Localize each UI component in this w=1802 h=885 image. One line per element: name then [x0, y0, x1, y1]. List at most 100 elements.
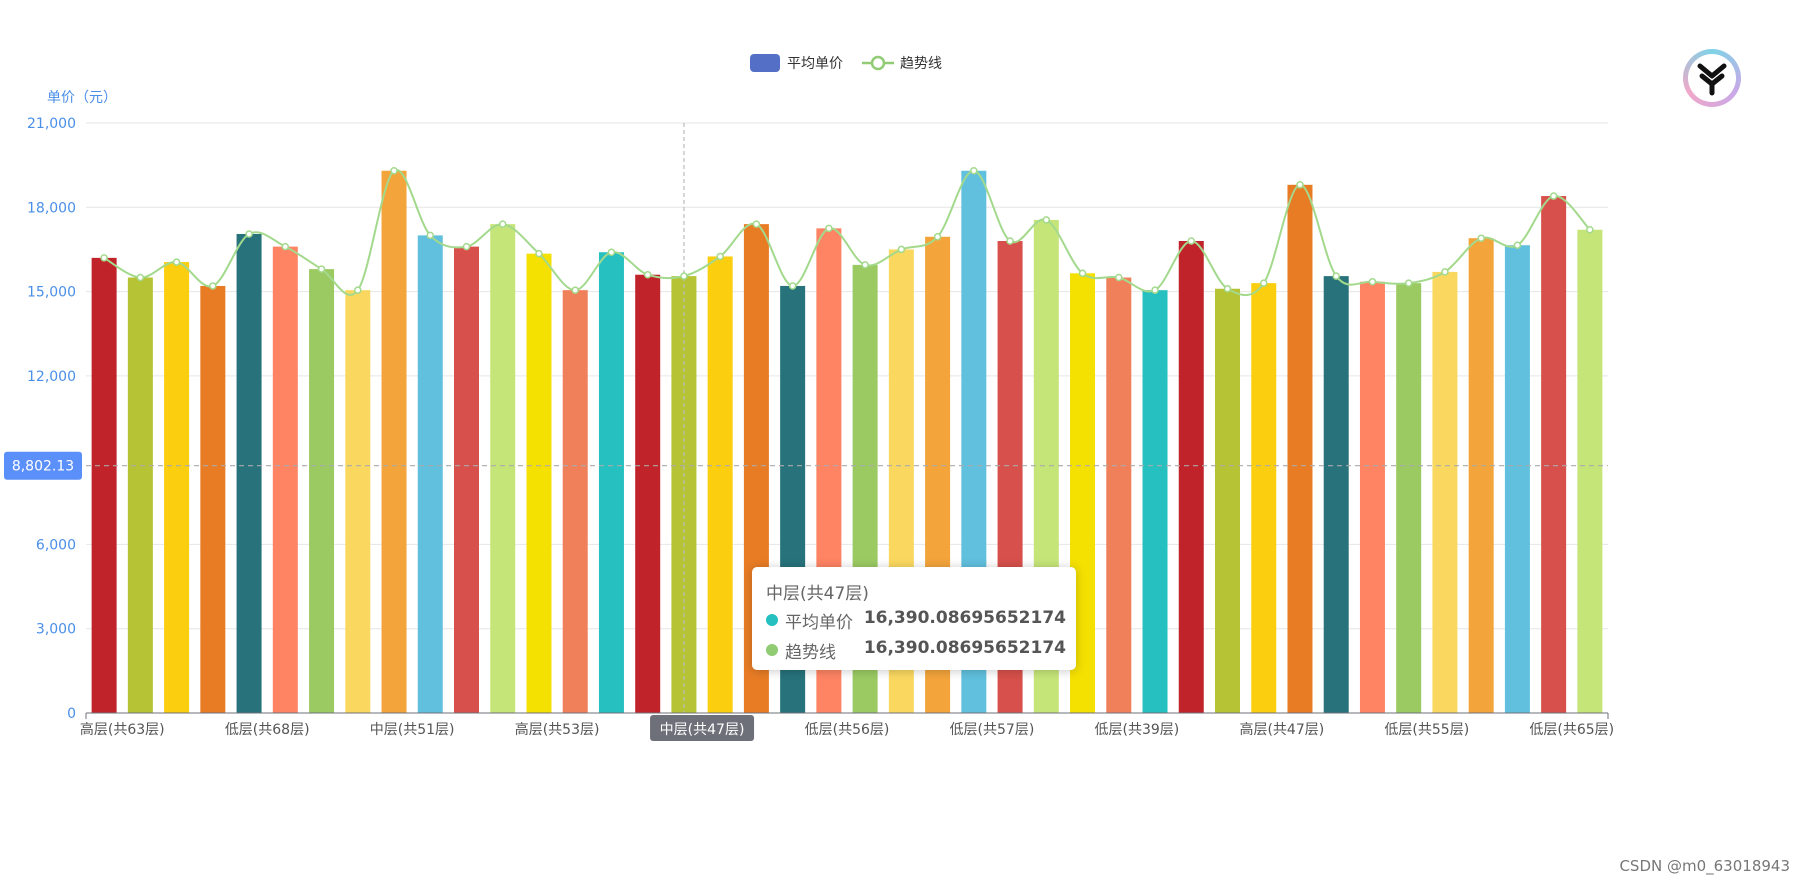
x-tick-label: 高层(共47层) — [1239, 721, 1324, 738]
trend-point[interactable] — [1586, 226, 1594, 234]
y-tick-label: 15,000 — [27, 285, 76, 301]
trend-point[interactable] — [1441, 268, 1449, 276]
trend-point[interactable] — [752, 220, 761, 228]
bar[interactable] — [127, 277, 153, 713]
bar[interactable] — [490, 224, 516, 713]
trend-point[interactable] — [245, 230, 253, 238]
trend-point[interactable] — [1404, 279, 1413, 287]
trend-point[interactable] — [1223, 285, 1232, 293]
trend-point[interactable] — [716, 252, 724, 261]
legend-bar-swatch[interactable] — [750, 54, 780, 72]
x-tick-label: 中层(共47层) — [660, 722, 745, 738]
trend-point[interactable] — [970, 167, 978, 175]
bar[interactable] — [1178, 241, 1204, 713]
x-hover-label-bg — [650, 715, 755, 741]
bar[interactable] — [1541, 196, 1567, 714]
bar[interactable] — [1142, 290, 1168, 713]
bar[interactable] — [635, 274, 661, 713]
watermark: CSDN @m0_63018943 — [1619, 857, 1790, 875]
trend-point[interactable] — [1368, 277, 1377, 286]
tooltip-series-value: 16,390.08695652174 — [863, 638, 1066, 658]
x-tick-label: 高层(共53层) — [515, 721, 600, 738]
legend-line-marker[interactable] — [870, 55, 886, 71]
trend-point[interactable] — [825, 224, 833, 233]
bar-series[interactable] — [91, 170, 1603, 714]
y-axis-title: 单价（元） — [47, 90, 117, 106]
bar[interactable] — [381, 170, 407, 713]
logo-glyph — [1697, 63, 1727, 96]
trend-point[interactable] — [933, 233, 942, 241]
trend-point[interactable] — [1296, 181, 1304, 189]
x-tick-label: 低层(共65层) — [1529, 722, 1614, 738]
trend-point[interactable] — [1513, 241, 1522, 249]
trend-point[interactable] — [100, 254, 108, 262]
trend-point[interactable] — [136, 273, 145, 282]
bar[interactable] — [309, 269, 335, 713]
trend-point[interactable] — [607, 248, 616, 256]
trend-point[interactable] — [1078, 269, 1087, 278]
trend-point[interactable] — [1042, 216, 1051, 224]
bar[interactable] — [1577, 229, 1603, 713]
bar[interactable] — [1106, 277, 1132, 713]
bar[interactable] — [1251, 283, 1277, 713]
bar[interactable] — [1323, 276, 1349, 713]
y-tick-label: 18,000 — [27, 200, 76, 216]
bar[interactable] — [562, 290, 588, 713]
trend-point[interactable] — [209, 282, 217, 290]
legend[interactable]: 平均单价 趋势线 — [750, 54, 942, 72]
trend-point[interactable] — [498, 220, 507, 228]
trend-point[interactable] — [643, 270, 652, 279]
bar[interactable] — [1504, 245, 1530, 713]
trend-point[interactable] — [861, 261, 869, 269]
trend-point[interactable] — [1187, 237, 1196, 245]
bar[interactable] — [1287, 184, 1313, 714]
bar[interactable] — [1359, 281, 1385, 713]
tooltip-row: 平均单价 16,390.08695652174 — [766, 608, 1066, 633]
bar[interactable] — [707, 256, 733, 713]
x-tick-label: 低层(共57层) — [950, 722, 1035, 738]
bar[interactable] — [236, 233, 262, 713]
trend-point[interactable] — [535, 249, 543, 258]
trend-point[interactable] — [1259, 279, 1268, 287]
bar[interactable] — [200, 285, 226, 713]
tooltip: 中层(共47层) 平均单价 16,390.08695652174 趋势线 16,… — [752, 567, 1076, 670]
bar[interactable] — [454, 246, 479, 713]
bar[interactable] — [1215, 288, 1240, 713]
brand-logo-icon[interactable] — [1683, 49, 1741, 107]
trend-point[interactable] — [172, 258, 181, 266]
trend-point[interactable] — [788, 282, 797, 290]
trend-point[interactable] — [317, 265, 326, 273]
bar[interactable] — [526, 253, 552, 713]
trend-point[interactable] — [1006, 237, 1014, 245]
x-tick-label: 低层(共56层) — [805, 722, 890, 738]
legend-label[interactable]: 平均单价 — [787, 56, 843, 72]
trend-point[interactable] — [1151, 286, 1159, 294]
trend-line-series[interactable] — [100, 167, 1594, 297]
trend-point[interactable] — [1332, 272, 1340, 280]
trend-point[interactable] — [680, 272, 688, 280]
tooltip-series-name: 趋势线 — [785, 643, 836, 663]
bar[interactable] — [272, 246, 298, 713]
trend-point[interactable] — [571, 286, 579, 294]
trend-point[interactable] — [1115, 273, 1123, 282]
trend-point[interactable] — [1477, 234, 1485, 242]
bar[interactable] — [1432, 271, 1458, 713]
grid-lines — [86, 122, 1608, 714]
trend-point[interactable] — [354, 286, 362, 294]
bar[interactable] — [164, 262, 190, 713]
trend-point[interactable] — [426, 231, 435, 240]
y-tick-label: 6,000 — [36, 537, 76, 553]
trend-point[interactable] — [281, 242, 290, 251]
trend-point[interactable] — [462, 242, 471, 251]
bar[interactable] — [345, 290, 371, 713]
bar[interactable] — [1468, 238, 1494, 713]
trend-point[interactable] — [1549, 192, 1558, 200]
trend-point[interactable] — [390, 167, 398, 175]
bar[interactable] — [1396, 283, 1422, 713]
legend-label[interactable]: 趋势线 — [900, 56, 942, 72]
bar[interactable] — [598, 252, 624, 713]
bar[interactable] — [417, 235, 443, 713]
trend-point[interactable] — [897, 245, 906, 254]
bar[interactable] — [91, 257, 117, 713]
